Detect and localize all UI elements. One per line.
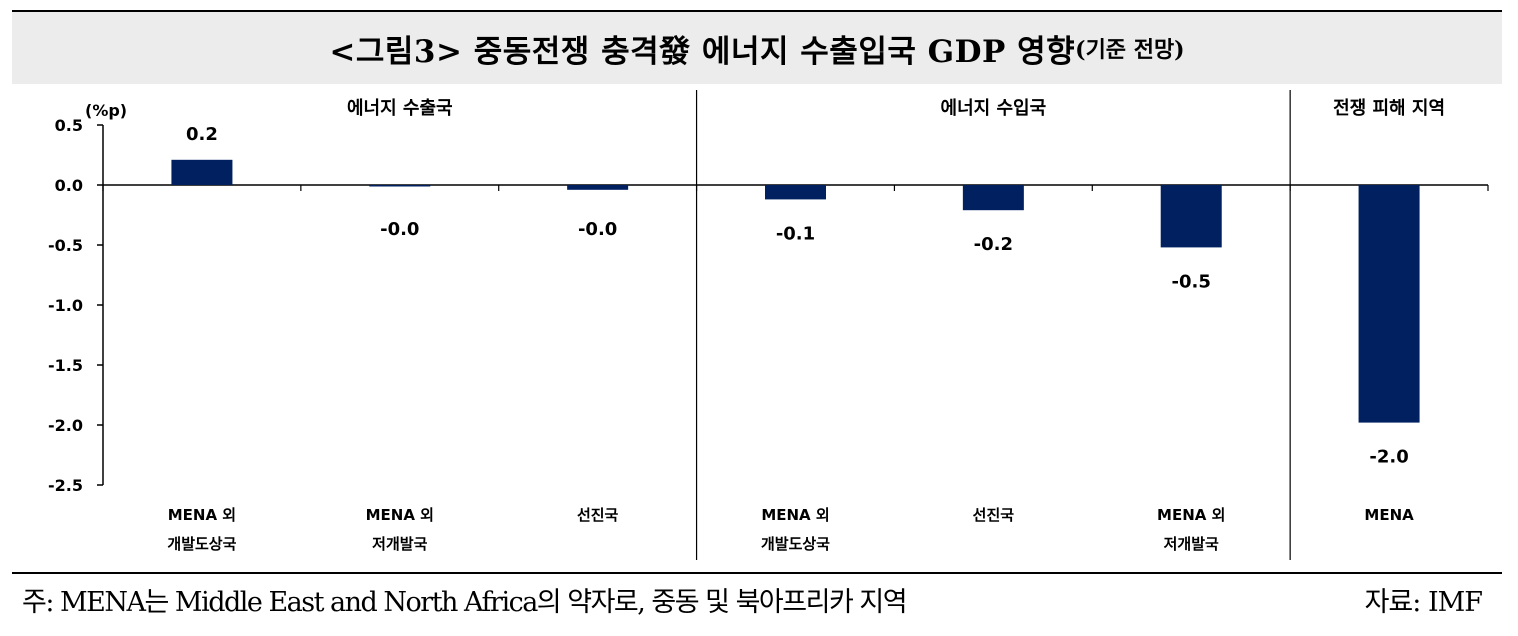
footer-divider <box>12 572 1502 574</box>
x-tick-label: 선진국 <box>973 506 1015 524</box>
data-label: 0.2 <box>186 124 218 145</box>
bar <box>1160 185 1222 248</box>
data-label: -0.0 <box>380 219 419 240</box>
x-tick-label: 개발도상국 <box>761 535 830 553</box>
chart-title: <그림3> 중동전쟁 충격發 에너지 수출입국 GDP 영향 <box>329 33 1076 70</box>
group-header: 에너지 수출국 <box>347 98 453 119</box>
bar <box>369 185 431 187</box>
x-tick-label: 저개발국 <box>372 535 427 553</box>
data-label: -0.1 <box>776 223 815 244</box>
y-tick-label: 0.0 <box>55 176 83 195</box>
y-tick-label: -2.5 <box>48 476 83 495</box>
y-tick-label: -0.5 <box>48 236 83 255</box>
x-tick-label: MENA 외 <box>366 506 434 524</box>
group-header: 전쟁 피해 지역 <box>1333 98 1445 119</box>
y-tick-label: -2.0 <box>48 416 83 435</box>
y-tick-label: 0.5 <box>55 116 83 135</box>
chart-subtitle: (기준 전망) <box>1075 37 1185 63</box>
data-label: -2.0 <box>1369 447 1408 468</box>
chart-title-bar: <그림3> 중동전쟁 충격發 에너지 수출입국 GDP 영향 (기준 전망) <box>12 10 1502 84</box>
bar <box>171 159 233 185</box>
group-header: 에너지 수입국 <box>941 97 1047 119</box>
y-axis-label: (%p) <box>85 101 127 120</box>
bar <box>765 185 826 200</box>
x-tick-label: 선진국 <box>577 506 619 524</box>
bar <box>962 185 1024 211</box>
data-label: -0.5 <box>1172 271 1211 292</box>
x-tick-label: MENA 외 <box>1157 506 1225 524</box>
footnote: 주: MENA는 Middle East and North Africa의 약… <box>22 587 908 618</box>
data-label: -0.2 <box>974 234 1013 255</box>
bar <box>567 185 629 190</box>
x-tick-label: 개발도상국 <box>167 535 236 553</box>
x-tick-label: MENA <box>1364 506 1414 524</box>
x-tick-label: MENA 외 <box>168 506 236 524</box>
data-label: -0.0 <box>578 219 617 240</box>
y-tick-label: -1.5 <box>48 356 83 375</box>
x-tick-label: MENA 외 <box>761 506 829 524</box>
y-tick-label: -1.0 <box>48 296 83 315</box>
source-note: 자료: IMF <box>1364 587 1483 618</box>
x-tick-label: 저개발국 <box>1164 535 1219 553</box>
bar-chart: 0.5 0.0 -0.5 -1.0 -1.5 -2.0 -2.5 (%p) 에너지 수출국 에너지… <box>48 90 1489 560</box>
bar <box>1358 185 1420 423</box>
